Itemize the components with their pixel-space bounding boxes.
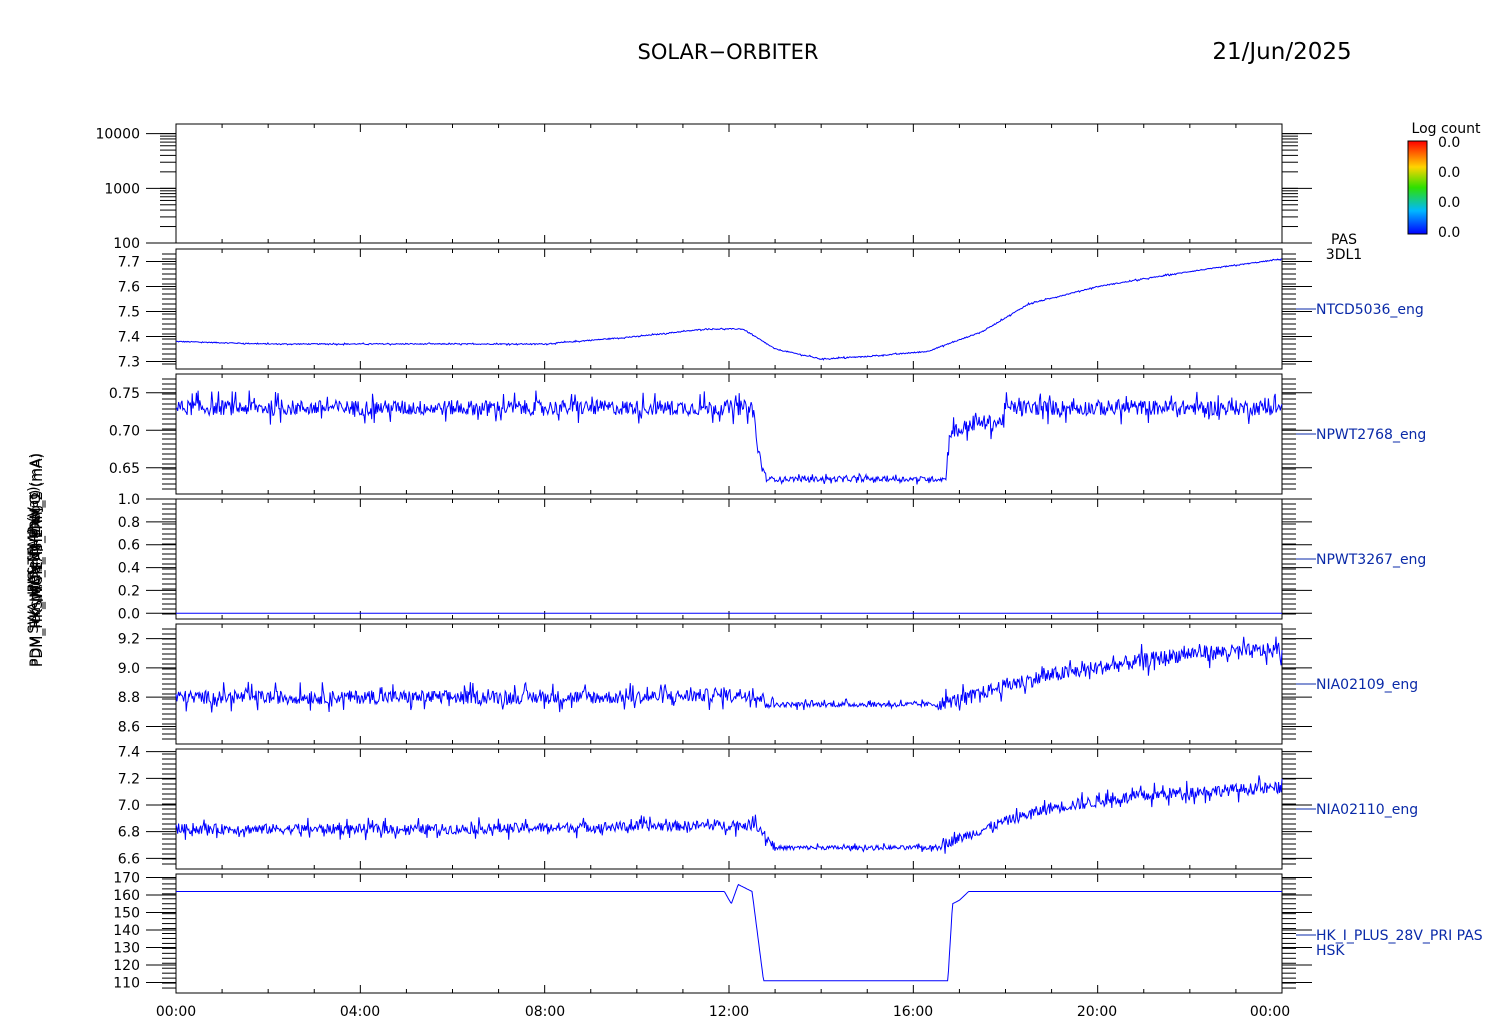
panel-frame	[175, 498, 1283, 620]
series-line	[175, 258, 1283, 361]
y-tick-label: 7.6	[118, 280, 140, 296]
y-tick-label: 8.8	[118, 690, 140, 706]
panel: 0.65 0.70 0.75 NPWT2768_eng	[109, 373, 1426, 495]
y-tick-label: 0.8	[118, 515, 140, 531]
y-tick-label: 0.75	[109, 386, 140, 402]
minor-ticks	[162, 503, 1296, 615]
y-tick-label: 1000	[104, 181, 140, 197]
y-tick-label: 100	[113, 236, 140, 252]
y-tick-label: 7.2	[118, 771, 140, 787]
y-tick-label: 8.6	[118, 719, 140, 735]
y-tick-label: 150	[113, 906, 140, 922]
y-tick-label: 0.0	[118, 606, 140, 622]
panel-side-label: NPWT3267_eng	[1316, 552, 1426, 568]
y-tick-label: 6.6	[118, 851, 140, 867]
x-tick-label: 16:00	[893, 1004, 933, 1020]
panel-frame	[175, 748, 1283, 870]
panel-side-label: HSK	[1316, 943, 1345, 959]
minor-ticks	[162, 878, 1296, 989]
y-tick-label: 140	[113, 923, 140, 939]
y-tick-label: 1.0	[118, 492, 140, 508]
y-tick-label: 6.8	[118, 825, 140, 841]
y-tick-label: 170	[113, 871, 140, 887]
minor-ticks	[162, 378, 1296, 490]
panel-frame	[175, 623, 1283, 745]
x-tick-label: 20:00	[1077, 1004, 1117, 1020]
y-tick-label: 7.4	[118, 745, 140, 761]
colorbar-label: 0.0	[1438, 135, 1460, 151]
y-tick-label: 7.0	[118, 798, 140, 814]
y-tick-label: 110	[113, 976, 140, 992]
y-tick-label: 7.5	[118, 305, 140, 321]
colorbar-label: 0.0	[1438, 165, 1460, 181]
y-axis-title: (eV)	[26, 545, 42, 574]
y-axis-title: SWA_HIS_TEMP (Vac)	[26, 486, 42, 633]
y-axis-title: PDM_HK_IMON_THERM_1 (mA)	[28, 453, 44, 667]
colorbar-title: Log count	[1412, 121, 1481, 137]
x-tick-label: 00:00	[1250, 1004, 1290, 1020]
colorbar-gradient	[1407, 140, 1428, 235]
y-tick-label: 130	[113, 941, 140, 957]
series-line	[175, 636, 1283, 713]
panel-side-label: NIA02109_eng	[1316, 677, 1418, 693]
panel-side-label: 3DL1	[1326, 247, 1362, 263]
panel: 0.0 0.2 0.4 0.6 0.8 1.0 NPWT3267_eng	[118, 492, 1427, 622]
y-tick-label: 7.3	[118, 355, 140, 371]
series-line	[175, 775, 1283, 854]
y-tick-label: 160	[113, 888, 140, 904]
x-tick-label: 12:00	[709, 1004, 749, 1020]
minor-ticks	[162, 628, 1296, 740]
plot-date: 21/Jun/2025	[1212, 39, 1351, 65]
minor-ticks	[162, 253, 1296, 365]
panel-frame	[175, 373, 1283, 495]
colorbar: Log count 0.0 0.0 0.0 0.0	[1407, 121, 1481, 241]
colorbar-label: 0.0	[1438, 225, 1460, 241]
minor-ticks	[160, 133, 1298, 244]
x-tick-label: 00:00	[156, 1004, 196, 1020]
y-tick-label: 10000	[95, 127, 140, 143]
y-axis-title: PDM_HK_IMON_THERM_2 (mA)	[30, 453, 46, 667]
y-tick-label: 7.7	[118, 255, 140, 271]
colorbar-label: 0.0	[1438, 195, 1460, 211]
panel-side-label: NTCD5036_eng	[1316, 302, 1424, 318]
y-tick-label: 9.2	[118, 632, 140, 648]
y-tick-label: 0.6	[118, 538, 140, 554]
y-axis-titles: (eV)Tempx Temp (DegC)SWA_EAS_ITMSWA_HIS_…	[26, 453, 46, 667]
panel-side-label: HK_I_PLUS_28V_PRI PAS	[1316, 928, 1483, 944]
y-tick-label: 9.0	[118, 661, 140, 677]
panel-side-label: PAS	[1331, 232, 1357, 248]
y-tick-label: 0.65	[109, 461, 140, 477]
panel: 8.6 8.8 9.0 9.2 NIA02109_eng	[118, 623, 1418, 745]
panel-frame	[175, 248, 1283, 370]
x-tick-label: 08:00	[525, 1004, 565, 1020]
minor-ticks	[162, 753, 1296, 865]
y-tick-label: 0.4	[118, 561, 140, 577]
y-tick-label: 7.4	[118, 330, 140, 346]
panel: 7.3 7.4 7.5 7.6 7.7 NTCD5036_eng	[118, 248, 1424, 371]
y-tick-label: 120	[113, 958, 140, 974]
y-axis-title: SWA_EAS_ITM	[30, 511, 46, 609]
y-tick-label: 0.2	[118, 583, 140, 599]
x-tick-label: 04:00	[340, 1004, 380, 1020]
y-axis-title: Tempx Temp (DegC)	[28, 490, 44, 632]
y-tick-label: 0.70	[109, 423, 140, 439]
panel-side-label: NIA02110_eng	[1316, 802, 1418, 818]
plot-title: SOLAR−ORBITER	[637, 40, 818, 64]
series-line	[175, 390, 1283, 485]
x-axis-labels: 00:00 04:00 08:00 12:00 16:00 20:00 00:0…	[156, 1004, 1290, 1020]
panel: 6.6 6.8 7.0 7.2 7.4 NIA02110_eng	[118, 745, 1418, 870]
panel-frame	[175, 123, 1283, 244]
y-axis-title: PAS (mA)	[26, 528, 42, 593]
panel-side-label: NPWT2768_eng	[1316, 427, 1426, 443]
series-line	[176, 883, 1282, 982]
